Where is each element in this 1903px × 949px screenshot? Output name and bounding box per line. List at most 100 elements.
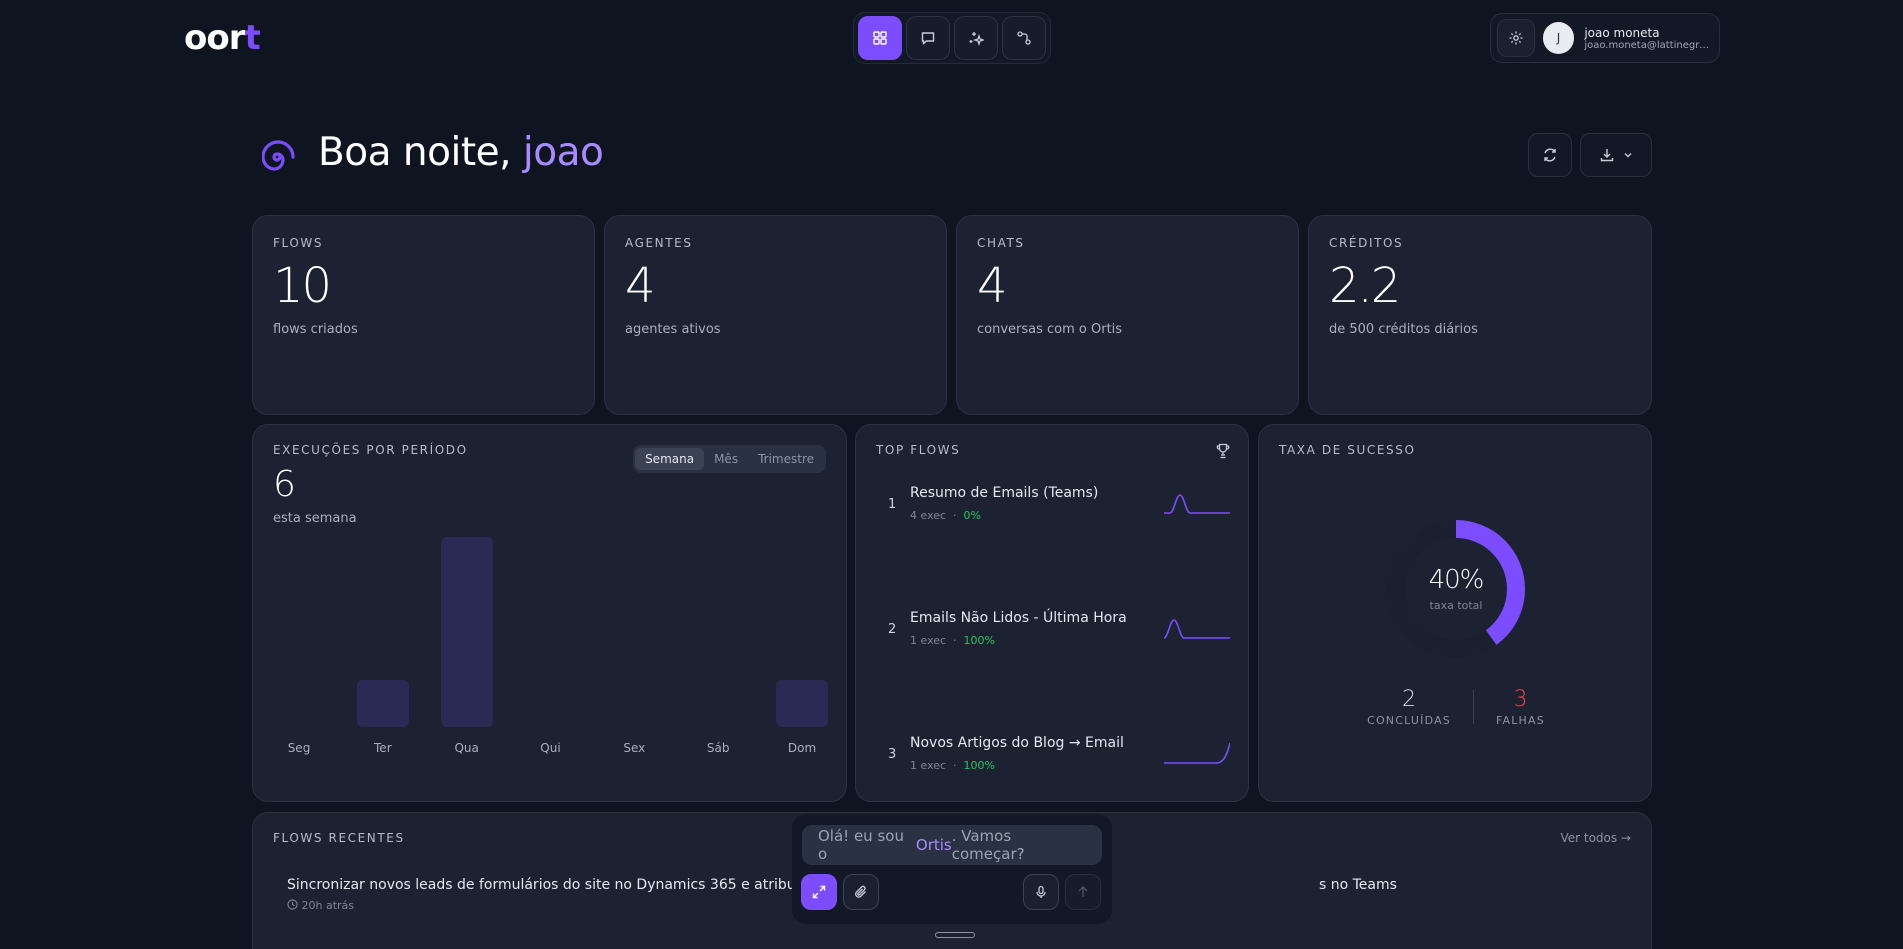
stat-value: 4 xyxy=(625,258,656,314)
top-flow-item[interactable]: 2 Emails Não Lidos - Última Hora 1 exec … xyxy=(888,610,1230,660)
stat-sub: conversas com o Ortis xyxy=(977,322,1123,337)
period-selector: Semana Mês Trimestre xyxy=(633,445,826,473)
drag-handle[interactable] xyxy=(935,932,975,938)
top-flow-meta: 1 exec · 100% xyxy=(910,634,995,647)
tab-trimestre[interactable]: Trimestre xyxy=(758,452,814,466)
bar-dom xyxy=(776,679,828,727)
stat-sub: de 500 créditos diários xyxy=(1329,322,1478,337)
page-title: Boa noite, joao xyxy=(318,130,604,175)
paperclip-icon xyxy=(855,885,866,898)
refresh-icon xyxy=(1544,148,1556,162)
sparkline xyxy=(1164,494,1230,514)
recent-flows-title: FLOWS RECENTES xyxy=(273,831,405,845)
executions-card: EXECUÇÕES POR PERÍODO Semana Mês Trimest… xyxy=(252,424,847,802)
donut-arc xyxy=(1387,520,1525,658)
recent-flow-item[interactable]: s no Teams xyxy=(1319,877,1397,893)
sparkline xyxy=(1164,742,1230,764)
chevron-down-icon xyxy=(1624,153,1632,158)
tab-mes[interactable]: Mês xyxy=(714,452,739,466)
stat-card-flows[interactable]: FLOWS 10 flows criados xyxy=(252,215,595,415)
stat-value: 4 xyxy=(977,258,1008,314)
top-flow-item[interactable]: 1 Resumo de Emails (Teams) 4 exec · 0% xyxy=(888,485,1230,535)
tab-semana[interactable]: Semana xyxy=(635,448,705,470)
refresh-button[interactable] xyxy=(1528,133,1572,177)
export-button[interactable] xyxy=(1580,133,1652,177)
download-icon xyxy=(1600,149,1614,162)
expand-button[interactable] xyxy=(801,874,837,910)
settings-button[interactable] xyxy=(1497,19,1535,57)
top-flows-card: TOP FLOWS 1 Resumo de Emails (Teams) 4 e… xyxy=(855,424,1249,802)
stat-card-chats[interactable]: CHATS 4 conversas com o Ortis xyxy=(956,215,1299,415)
user-email: joao.moneta@lattinegrou... xyxy=(1584,39,1713,51)
chat-icon xyxy=(921,32,935,45)
arrow-up-icon xyxy=(1078,886,1088,897)
bar-label: Qui xyxy=(540,741,561,755)
chat-input[interactable]: Olá! eu sou o Ortis. Vamos começar? xyxy=(802,825,1102,865)
top-flow-rank: 2 xyxy=(888,622,897,637)
sparkles-icon xyxy=(969,32,984,46)
attach-button[interactable] xyxy=(843,874,879,910)
top-flow-title: Resumo de Emails (Teams) xyxy=(910,485,1099,501)
nav-dashboard-button[interactable] xyxy=(858,16,902,60)
bar-ter xyxy=(356,679,409,727)
user-name: joao moneta xyxy=(1584,25,1660,40)
top-flow-title: Emails Não Lidos - Última Hora xyxy=(910,610,1127,626)
recent-flow-item[interactable]: Sincronizar novos leads de formulários d… xyxy=(287,877,876,893)
microphone-icon xyxy=(1036,885,1046,898)
app-logo[interactable]: oort xyxy=(184,18,261,58)
see-all-link[interactable]: Ver todos → xyxy=(1560,831,1631,845)
success-rate-sub: taxa total xyxy=(1429,599,1483,612)
recent-flow-time: 20h atrás xyxy=(287,899,354,912)
send-button[interactable] xyxy=(1065,874,1101,910)
executions-title: EXECUÇÕES POR PERÍODO xyxy=(273,443,468,457)
top-navigation xyxy=(853,12,1051,64)
completed-label: CONCLUÍDAS xyxy=(1367,714,1451,727)
stat-card-credits[interactable]: CRÉDITOS 2.2 de 500 créditos diários xyxy=(1308,215,1652,415)
success-rate-card: TAXA DE SUCESSO 40% taxa total 2 CONCLUÍ… xyxy=(1258,424,1652,802)
executions-bar-chart: Seg Ter Qua Qui Sex Sáb Dom xyxy=(273,537,828,755)
top-flow-rank: 1 xyxy=(888,497,897,512)
top-flow-meta: 1 exec · 100% xyxy=(910,759,995,772)
bar-qua xyxy=(440,537,493,727)
success-rate-title: TAXA DE SUCESSO xyxy=(1279,443,1416,457)
bar-label: Ter xyxy=(374,741,392,755)
stat-value: 2.2 xyxy=(1329,258,1401,314)
bar-label: Sáb xyxy=(706,741,730,755)
top-flow-rank: 3 xyxy=(888,747,897,762)
executions-total: 6 xyxy=(273,464,296,505)
stat-sub: agentes ativos xyxy=(625,322,721,337)
microphone-button[interactable] xyxy=(1023,874,1059,910)
top-flows-title: TOP FLOWS xyxy=(876,443,961,457)
nav-sparkles-button[interactable] xyxy=(954,16,998,60)
success-donut-chart xyxy=(1387,520,1525,658)
user-menu[interactable]: J joao moneta joao.moneta@lattinegrou... xyxy=(1490,13,1720,63)
executions-sub: esta semana xyxy=(273,510,357,526)
stat-label: AGENTES xyxy=(625,236,693,250)
success-rate-value: 40% xyxy=(1428,565,1485,595)
nav-chat-button[interactable] xyxy=(906,16,950,60)
bar-label: Dom xyxy=(787,741,817,755)
bar-label: Sex xyxy=(623,741,646,755)
sparkline xyxy=(1164,619,1230,639)
failed-label: FALHAS xyxy=(1495,714,1545,727)
recent-flows-card: FLOWS RECENTES Ver todos → Sincronizar n… xyxy=(252,812,1652,949)
stat-label: CRÉDITOS xyxy=(1329,236,1404,250)
stat-label: FLOWS xyxy=(273,236,324,250)
nav-flows-button[interactable] xyxy=(1002,16,1046,60)
clock-icon xyxy=(287,899,298,910)
completed-count: 2 xyxy=(1402,687,1417,712)
top-flow-meta: 4 exec · 0% xyxy=(910,509,981,522)
trophy-icon xyxy=(1216,443,1230,459)
stat-card-agents[interactable]: AGENTES 4 agentes ativos xyxy=(604,215,947,415)
stat-value: 10 xyxy=(273,258,332,314)
divider xyxy=(1472,690,1474,724)
failed-count: 3 xyxy=(1513,687,1528,712)
flows-icon xyxy=(1017,31,1031,45)
stat-sub: flows criados xyxy=(273,322,358,337)
stat-label: CHATS xyxy=(977,236,1025,250)
dashboard-icon xyxy=(873,31,887,45)
top-flow-item[interactable]: 3 Novos Artigos do Blog → Email 1 exec ·… xyxy=(888,735,1230,785)
expand-icon xyxy=(812,885,826,899)
gear-icon xyxy=(1509,31,1523,45)
avatar[interactable]: J xyxy=(1542,22,1575,54)
